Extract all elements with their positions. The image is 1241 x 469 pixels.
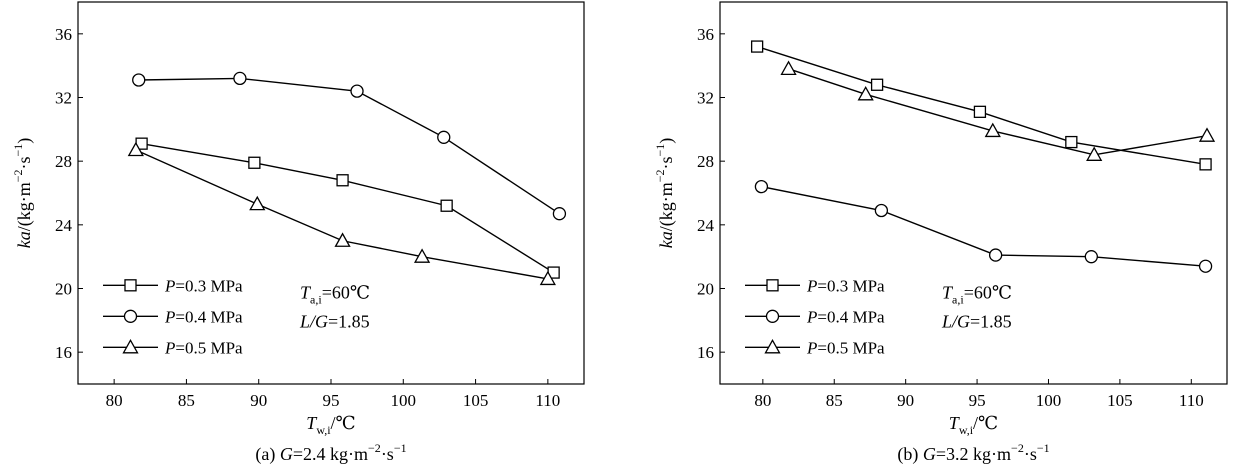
data-point [233, 71, 247, 86]
data-point [870, 78, 884, 91]
legend-entry: P=0.5 MPa [164, 338, 243, 357]
chart-panel-b: 80 85 90 95 100 105 110 16 20 24 28 32 36 Tw,i/℃ (b) G… [653, 1, 1228, 465]
series-triangle [127, 141, 556, 286]
data-point [437, 130, 451, 144]
x-tick-label: 105 [1107, 391, 1133, 410]
y-tick-label: 24 [697, 216, 715, 235]
legend: P=0.3 MPa P=0.4 MPa P=0.5 MPa [745, 276, 885, 357]
legend-marker [122, 338, 139, 354]
data-point [988, 248, 1003, 262]
annotation-ratio: L/G=1.85 [299, 311, 370, 331]
data-point [973, 105, 987, 118]
y-tick-label: 36 [55, 25, 72, 44]
legend-entry: P=0.3 MPa [164, 276, 243, 295]
series-triangle [780, 60, 1216, 161]
y-tick-label: 24 [55, 216, 73, 235]
data-point [249, 195, 266, 211]
x-axis-label: Tw,i/℃ [949, 413, 998, 437]
y-tick-label: 16 [55, 343, 72, 362]
data-point [1198, 259, 1213, 273]
y-tick-label: 20 [55, 280, 72, 299]
y-axis-label: ka/(kg·m−2·s−1) [11, 138, 35, 249]
series-circle [754, 179, 1213, 273]
series-line [788, 68, 1208, 156]
x-axis-label: Tw,i/℃ [306, 413, 355, 437]
x-tick-label: 85 [826, 391, 843, 410]
plot-frame [719, 1, 1228, 385]
data-point [1086, 146, 1103, 161]
data-point [1199, 158, 1212, 171]
y-tick-label: 36 [697, 25, 714, 44]
series-line [138, 77, 560, 215]
annotation-temperature: Ta,i=60℃ [942, 282, 1012, 306]
x-tick-label: 90 [897, 391, 914, 410]
y-tick-label: 32 [55, 89, 72, 108]
legend-marker [766, 279, 779, 292]
data-point [1065, 135, 1078, 149]
x-tick-label: 85 [178, 391, 195, 410]
legend-entry: P=0.4 MPa [164, 307, 243, 326]
data-point [127, 141, 144, 157]
legend-marker [764, 338, 781, 354]
x-tick-label: 95 [323, 391, 340, 410]
legend-entry: P=0.5 MPa [806, 338, 885, 357]
chart-panel-a: 80 85 90 95 100 105 110 16 20 24 28 32 36 Tw,i/℃ (a) G… [11, 1, 585, 465]
y-tick-label: 28 [55, 152, 72, 171]
series-square [135, 137, 560, 279]
data-point [552, 207, 567, 221]
data-point [539, 270, 556, 286]
x-tick-label: 100 [391, 391, 417, 410]
data-point [1084, 250, 1098, 264]
data-point [857, 85, 874, 101]
y-tick-label: 16 [697, 343, 714, 362]
legend-entry: P=0.4 MPa [806, 307, 885, 326]
y-tick-label: 28 [697, 152, 714, 171]
legend-marker [123, 309, 138, 323]
data-point [248, 156, 261, 169]
legend-marker [765, 309, 780, 323]
series-line [141, 142, 555, 274]
data-point [334, 232, 351, 247]
x-tick-label: 105 [463, 391, 489, 410]
annotation-temperature: Ta,i=60℃ [300, 282, 370, 306]
data-point [1198, 127, 1216, 142]
data-point [780, 60, 797, 75]
series-line [135, 149, 548, 280]
x-tick-label: 100 [1036, 391, 1062, 410]
data-point [984, 122, 1001, 138]
legend: P=0.3 MPa P=0.4 MPa P=0.5 MPa [103, 276, 243, 357]
panel-caption: (a) G=2.4 kg·m−2·s−1 [255, 441, 406, 465]
data-point [754, 179, 769, 194]
panel-caption: (b) G=3.2 kg·m−2·s−1 [897, 441, 1049, 465]
data-point [350, 84, 364, 98]
series-circle [132, 71, 567, 221]
y-tick-label: 32 [697, 89, 714, 108]
y-tick-label: 20 [697, 280, 714, 299]
x-tick-label: 95 [969, 391, 986, 410]
legend-entry: P=0.3 MPa [806, 276, 885, 295]
x-tick-label: 80 [754, 391, 771, 410]
x-tick-label: 110 [1179, 391, 1204, 410]
data-point [413, 248, 431, 263]
data-point [336, 174, 349, 187]
x-tick-label: 110 [535, 391, 560, 410]
x-tick-label: 90 [250, 391, 267, 410]
data-point [750, 40, 764, 53]
data-point [440, 199, 453, 212]
series-square [750, 40, 1212, 171]
data-point [874, 203, 889, 218]
legend-marker [124, 279, 137, 292]
annotation-ratio: L/G=1.85 [941, 311, 1012, 331]
y-axis-label: ka/(kg·m−2·s−1) [653, 138, 677, 249]
data-point [132, 73, 146, 87]
series-line [761, 185, 1206, 267]
x-tick-label: 80 [106, 391, 123, 410]
